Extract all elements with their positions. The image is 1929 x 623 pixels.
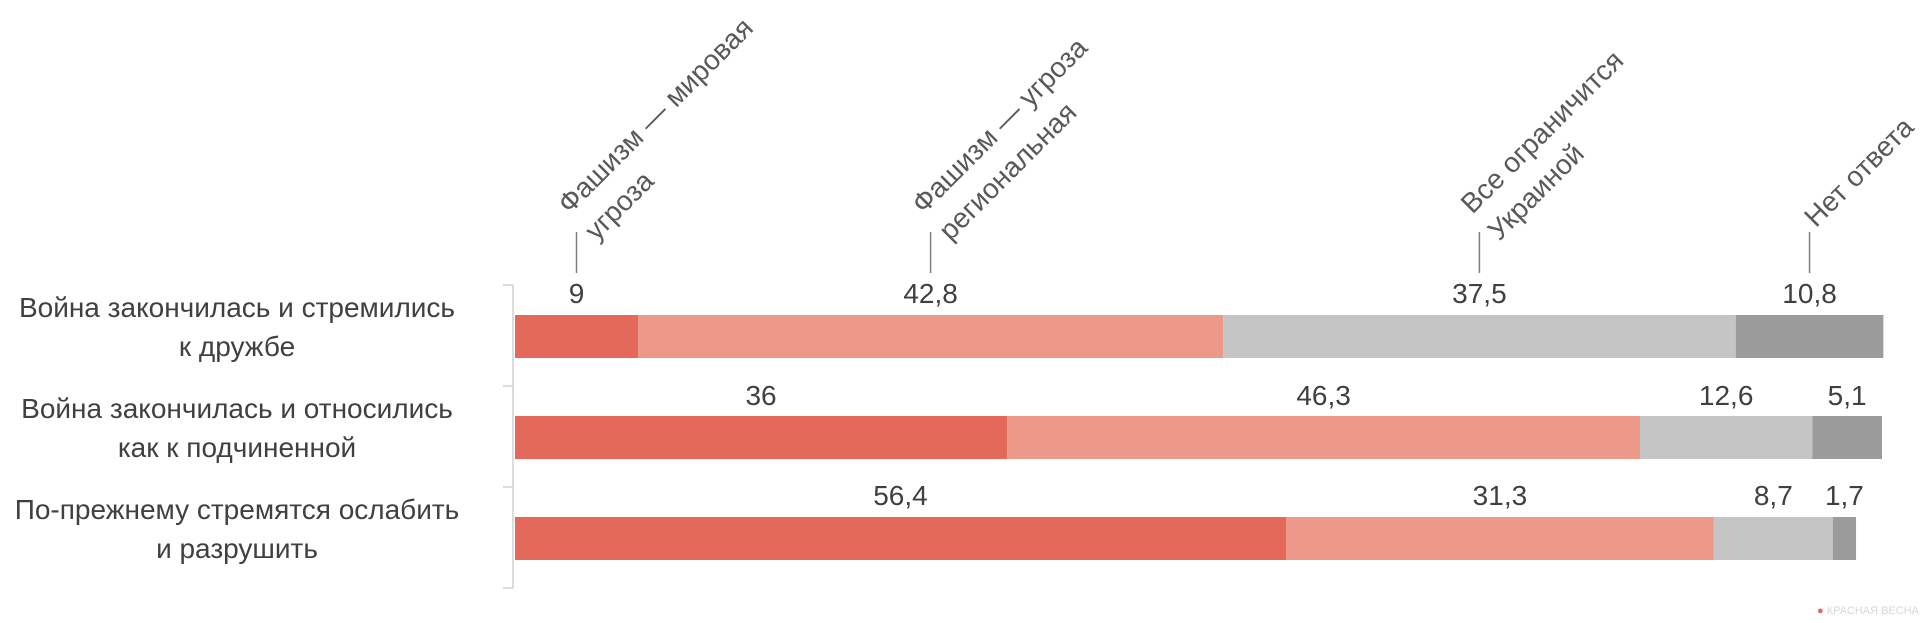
bar-segment [1223, 315, 1736, 358]
legend-label: Нет ответа [1798, 111, 1920, 233]
data-label: 36 [745, 380, 776, 411]
category-label-line: Война закончилась и относились [21, 393, 453, 424]
data-label: 56,4 [873, 480, 928, 511]
data-label: 8,7 [1754, 480, 1793, 511]
data-label: 1,7 [1825, 480, 1864, 511]
bar-segment [1713, 517, 1833, 560]
watermark-text: КРАСНАЯ ВЕСНА [1826, 605, 1919, 617]
bar-segment [515, 315, 639, 358]
data-label: 42,8 [903, 278, 958, 309]
data-label: 10,8 [1782, 278, 1837, 309]
category-label-line: По-прежнему стремятся ослабить [15, 494, 460, 525]
data-label: 31,3 [1473, 480, 1528, 511]
category-label-line: как к подчиненной [118, 432, 356, 463]
data-label: 37,5 [1452, 278, 1507, 309]
category-label: По-прежнему стремятся ослабить и разрушит… [15, 494, 460, 564]
bar-segment [1640, 416, 1813, 459]
legend-entry: Нет ответа [1798, 111, 1920, 233]
bar-segment [1007, 416, 1641, 459]
category-axis [503, 284, 514, 589]
watermark-dot-icon: ● [1817, 605, 1824, 617]
data-label: 12,6 [1699, 380, 1754, 411]
bar-segment [515, 517, 1286, 560]
bar-segment [1285, 517, 1714, 560]
category-label-line: к дружбе [179, 331, 295, 362]
category-label-line: Война закончилась и стремились [19, 292, 455, 323]
bar-segment [1735, 315, 1884, 358]
category-label-line: и разрушить [156, 533, 318, 564]
data-label: 5,1 [1828, 380, 1867, 411]
bars [515, 315, 1884, 560]
category-labels: Война закончилась и стремились к дружбеВо… [15, 292, 460, 564]
bar-segment [1832, 517, 1857, 560]
data-label: 46,3 [1296, 380, 1351, 411]
bar-segment [1812, 416, 1882, 459]
watermark: ● КРАСНАЯ ВЕСНА [1817, 605, 1919, 617]
value-labels: 9 42,8 37,5 10,8 36 46,3 12,6 5,1 56,4 31,3 8,7 1,7 [569, 278, 1867, 511]
bar-segment [515, 416, 1008, 459]
data-label: 9 [569, 278, 585, 309]
category-label: Война закончилась и стремились к дружбе [19, 292, 455, 362]
bar-segment [638, 315, 1224, 358]
category-label: Война закончилась и относились как к подч… [21, 393, 453, 463]
